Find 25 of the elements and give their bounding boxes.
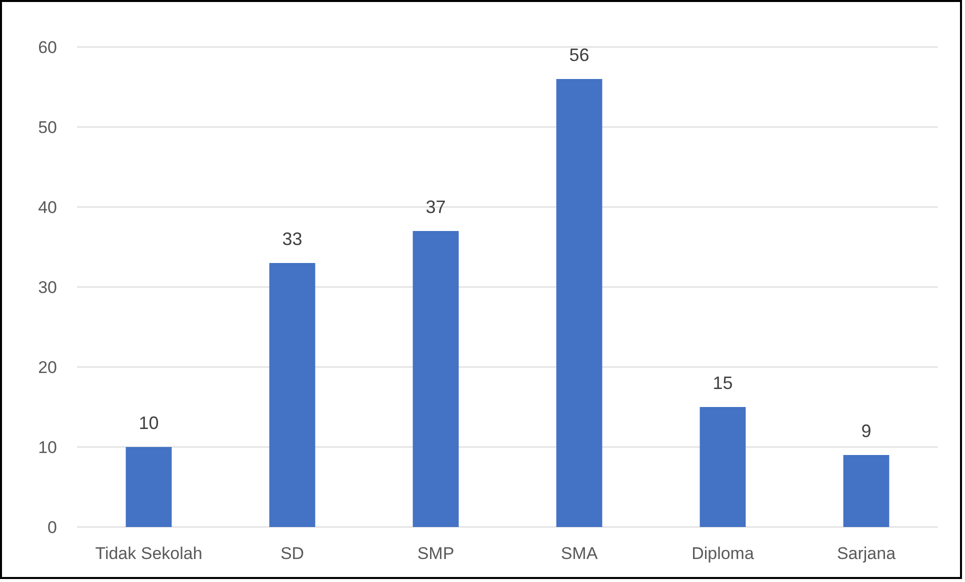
x-tick-label: Sarjana: [836, 544, 896, 563]
data-label: 33: [282, 229, 302, 249]
y-tick-label: 10: [38, 438, 57, 457]
y-tick-label: 30: [38, 278, 57, 297]
y-tick-label: 0: [48, 518, 57, 537]
y-tick-label: 50: [38, 118, 57, 137]
x-tick-label: Tidak Sekolah: [95, 544, 202, 563]
x-tick-label: SMA: [560, 544, 598, 563]
data-label: 37: [426, 197, 446, 217]
data-label: 56: [569, 45, 590, 65]
x-tick-label: SMP: [417, 544, 454, 563]
bar: [700, 407, 746, 527]
data-label: 10: [138, 413, 159, 433]
y-tick-label: 60: [38, 38, 57, 57]
bar: [269, 263, 316, 527]
data-label: 15: [712, 373, 733, 393]
bar: [126, 447, 172, 527]
bar: [412, 231, 459, 527]
bar: [843, 455, 890, 527]
data-label: 9: [861, 421, 872, 441]
y-tick-label: 40: [38, 198, 57, 217]
x-tick-label: Diploma: [692, 544, 754, 563]
y-tick-label: 20: [38, 358, 57, 377]
x-tick-label: SD: [280, 544, 304, 563]
bar: [556, 79, 602, 527]
